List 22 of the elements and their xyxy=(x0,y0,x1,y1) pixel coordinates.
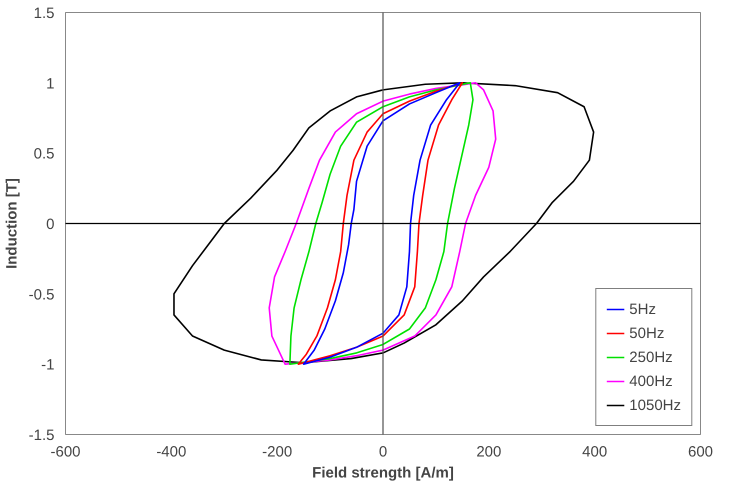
x-axis-title: Field strength [A/m] xyxy=(312,464,454,482)
legend-label: 250Hz xyxy=(629,348,673,366)
x-tick-label: -600 xyxy=(50,444,81,460)
x-tick-label: -400 xyxy=(156,444,186,460)
y-tick-label: -1 xyxy=(41,356,55,374)
y-axis-title: Induction [T] xyxy=(4,178,21,269)
x-tick-label: 600 xyxy=(688,444,714,460)
line-series xyxy=(268,82,497,365)
x-tick-label: 0 xyxy=(378,444,388,460)
legend-label: 1050Hz xyxy=(629,396,681,414)
x-tick-label: -200 xyxy=(262,444,292,460)
legend-label: 5Hz xyxy=(629,300,656,318)
x-tick-label: 200 xyxy=(476,444,502,460)
y-tick-label: 0 xyxy=(46,216,54,233)
x-tick-label: 400 xyxy=(582,444,608,460)
y-tick-label: 1 xyxy=(46,75,54,92)
legend-label: 50Hz xyxy=(629,324,664,342)
legend-label: 400Hz xyxy=(629,372,673,390)
y-tick-label: 0.5 xyxy=(34,146,55,163)
y-tick-label: -1.5 xyxy=(28,427,55,444)
y-tick-label: 1.5 xyxy=(34,5,55,22)
y-tick-label: -0.5 xyxy=(28,286,55,304)
